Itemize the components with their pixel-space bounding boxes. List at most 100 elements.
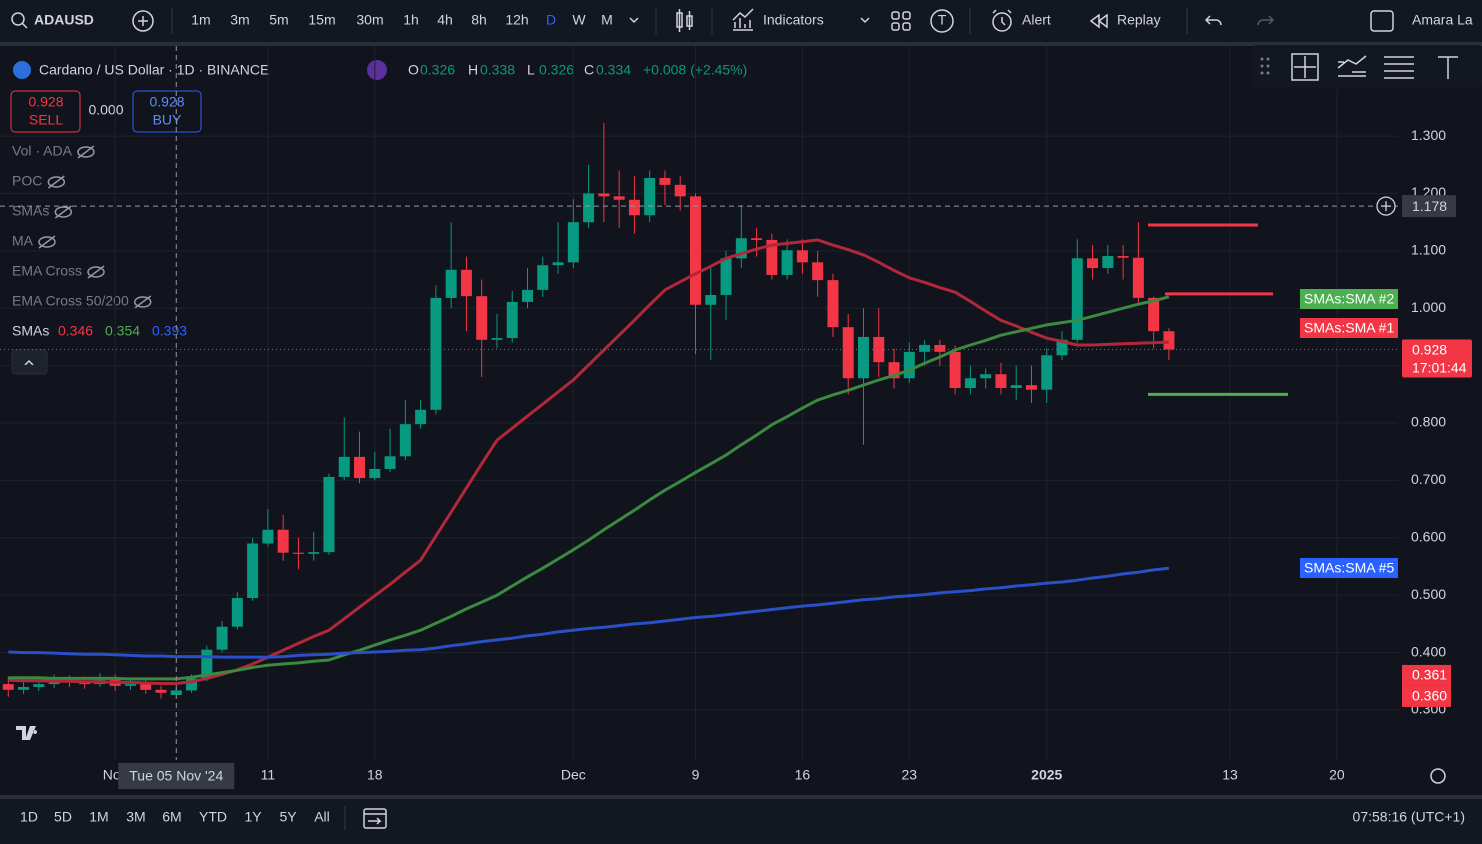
crosshair-tool[interactable] bbox=[1291, 53, 1319, 81]
indicator-name[interactable]: MA bbox=[12, 233, 34, 249]
replay-label[interactable]: Replay bbox=[1117, 12, 1161, 28]
trend-tool[interactable] bbox=[1337, 55, 1367, 77]
interval-button[interactable]: 3m bbox=[230, 12, 249, 28]
range-button[interactable]: 1D bbox=[20, 809, 38, 825]
indicator-name[interactable]: EMA Cross bbox=[12, 263, 82, 279]
candle-body bbox=[964, 378, 976, 389]
last-price: 0.928 bbox=[1412, 341, 1447, 357]
visibility-slash[interactable] bbox=[134, 295, 152, 309]
visibility-icon[interactable] bbox=[54, 206, 73, 218]
interval-button[interactable]: 4h bbox=[437, 12, 453, 28]
sell-price[interactable]: 0.928 bbox=[28, 94, 63, 110]
candle-body bbox=[201, 649, 213, 679]
visibility-slash[interactable] bbox=[87, 265, 105, 279]
range-button[interactable]: All bbox=[314, 809, 330, 825]
tv-logo[interactable] bbox=[16, 726, 38, 740]
axes: 0.3000.4000.5000.6000.7000.8000.9001.000… bbox=[103, 127, 1472, 789]
sma-legend-title[interactable]: SMAs bbox=[12, 323, 49, 339]
layout-button[interactable] bbox=[1370, 10, 1394, 32]
visibility-icon[interactable] bbox=[133, 296, 152, 308]
market-status[interactable] bbox=[367, 60, 387, 80]
alert-button[interactable]: Alert bbox=[992, 9, 1051, 32]
ohlc-value: 0.334 bbox=[596, 62, 631, 78]
candle-body bbox=[1056, 339, 1068, 356]
symbol[interactable]: ADAUSD bbox=[34, 12, 94, 28]
indicators-button[interactable]: Indicators bbox=[732, 8, 824, 31]
candle-body bbox=[323, 476, 335, 553]
candle-body bbox=[751, 238, 763, 240]
plot bbox=[0, 46, 1398, 760]
visibility-slash[interactable] bbox=[54, 205, 72, 219]
interval-button[interactable]: W bbox=[572, 12, 586, 28]
compare-button[interactable] bbox=[132, 10, 154, 32]
drag-handle[interactable] bbox=[1260, 57, 1270, 75]
interval-button[interactable]: M bbox=[601, 12, 613, 28]
visibility-icon[interactable] bbox=[87, 266, 105, 278]
interval-button[interactable]: 1m bbox=[191, 12, 210, 28]
buy-price[interactable]: 0.928 bbox=[149, 94, 184, 110]
collapse-icon[interactable] bbox=[24, 359, 34, 366]
visibility-icon[interactable] bbox=[77, 146, 95, 158]
symbol-search[interactable]: ADAUSD bbox=[11, 12, 94, 29]
candle-body bbox=[1132, 257, 1144, 298]
candle-body bbox=[33, 684, 45, 687]
sell-label[interactable]: SELL bbox=[29, 112, 63, 128]
visibility-slash[interactable] bbox=[77, 145, 95, 159]
sma-badge bbox=[1300, 289, 1398, 309]
text-tool[interactable] bbox=[1438, 56, 1458, 79]
range-button[interactable]: 6M bbox=[162, 809, 181, 825]
user-name[interactable]: Amara La bbox=[1412, 12, 1473, 28]
fib-tool[interactable] bbox=[1384, 56, 1414, 79]
sma-badge bbox=[1300, 318, 1398, 338]
countdown: 17:01:44 bbox=[1412, 359, 1467, 375]
interval-button[interactable]: 15m bbox=[308, 12, 335, 28]
interval-button[interactable]: D bbox=[546, 12, 556, 28]
interval-button[interactable]: 8h bbox=[471, 12, 487, 28]
ohlc-key: O bbox=[408, 62, 419, 78]
indicator-name[interactable]: EMA Cross 50/200 bbox=[12, 293, 129, 309]
visibility-slash[interactable] bbox=[47, 175, 65, 189]
interval-button[interactable]: 30m bbox=[356, 12, 383, 28]
buy-button[interactable] bbox=[132, 90, 202, 133]
range-button[interactable]: 5Y bbox=[279, 809, 297, 825]
interval-button[interactable]: 5m bbox=[269, 12, 288, 28]
range-button[interactable]: 1Y bbox=[244, 809, 262, 825]
visibility-slash[interactable] bbox=[38, 235, 56, 249]
layouts-button[interactable] bbox=[891, 11, 911, 31]
range-button[interactable]: YTD bbox=[199, 809, 227, 825]
buy-label[interactable]: BUY bbox=[153, 112, 182, 128]
add-alert-icon[interactable] bbox=[1381, 201, 1391, 212]
indicator-name[interactable]: Vol · ADA bbox=[12, 143, 73, 159]
goto-date[interactable] bbox=[363, 808, 387, 829]
settings-button[interactable] bbox=[1430, 768, 1446, 784]
replay-button[interactable]: Replay bbox=[1089, 12, 1161, 29]
indicators-label[interactable]: Indicators bbox=[763, 12, 824, 28]
range-button[interactable]: 1M bbox=[89, 809, 108, 825]
script-icon[interactable]: T bbox=[938, 12, 947, 28]
undo-button[interactable] bbox=[1204, 15, 1222, 26]
interval-list: 1m 3m 5m 15m 30m 1h 4h 8h 12h D W M bbox=[191, 12, 613, 28]
interval-button[interactable]: 1h bbox=[403, 12, 419, 28]
chart-pane bbox=[0, 46, 1482, 796]
indicator-name[interactable]: POC bbox=[12, 173, 42, 189]
indicators-dropdown[interactable] bbox=[860, 17, 870, 24]
sell-button[interactable] bbox=[10, 90, 81, 133]
visibility-icon[interactable] bbox=[47, 176, 66, 188]
spread: 0.000 bbox=[88, 102, 123, 118]
range-button[interactable]: 3M bbox=[126, 809, 145, 825]
candle-body bbox=[2, 684, 14, 690]
visibility-icon[interactable] bbox=[38, 236, 56, 248]
script-button[interactable]: T bbox=[930, 9, 954, 33]
interval-button[interactable]: 12h bbox=[505, 12, 528, 28]
alert-label[interactable]: Alert bbox=[1022, 12, 1051, 28]
indicator-name[interactable]: SMAs bbox=[12, 203, 49, 219]
chart-type-button[interactable] bbox=[676, 9, 693, 32]
crosshair-date-box bbox=[118, 763, 235, 789]
candle-body bbox=[1102, 256, 1114, 269]
y-tick-label: 0.700 bbox=[1411, 471, 1446, 487]
range-button[interactable]: 5D bbox=[54, 809, 72, 825]
interval-dropdown[interactable] bbox=[629, 17, 639, 24]
redo-button[interactable] bbox=[1257, 15, 1275, 26]
